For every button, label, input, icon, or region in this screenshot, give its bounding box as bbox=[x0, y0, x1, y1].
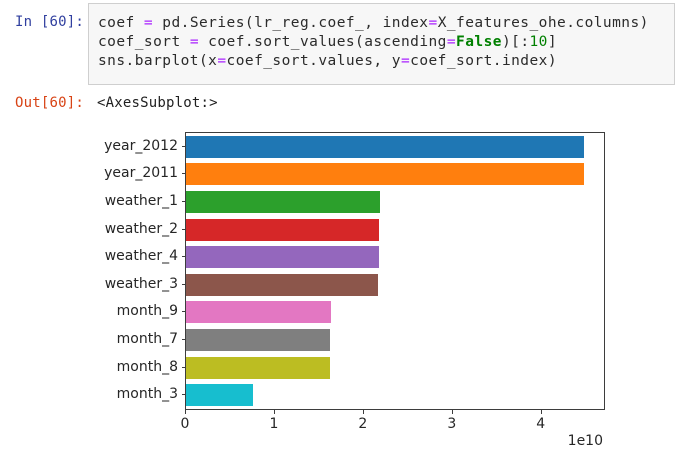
y-tick-label: month_3 bbox=[116, 386, 178, 403]
y-tick-mark bbox=[182, 145, 186, 147]
code-line: coef = pd.Series(lr_reg.coef_, index=X_f… bbox=[98, 15, 649, 31]
y-tick-mark bbox=[182, 173, 186, 175]
x-tick-mark bbox=[273, 410, 275, 414]
bar-month_3 bbox=[186, 384, 253, 407]
x-tick-label: 4 bbox=[536, 416, 546, 432]
y-tick-mark bbox=[182, 339, 186, 340]
y-tick-label: month_9 bbox=[116, 303, 178, 320]
y-tick-label: year_2012 bbox=[104, 137, 178, 154]
code-line: coef_sort = coef.sort_values(ascending=F… bbox=[98, 34, 558, 50]
bar-weather_2 bbox=[186, 218, 379, 241]
y-tick-label: weather_4 bbox=[104, 248, 178, 265]
x-tick-label: 0 bbox=[180, 416, 190, 432]
bar-weather_1 bbox=[186, 191, 380, 213]
plot-area bbox=[185, 132, 605, 410]
y-tick-mark bbox=[182, 228, 186, 230]
x-tick-label: 2 bbox=[358, 416, 368, 432]
bar-year_2012 bbox=[186, 135, 585, 158]
input-prompt: In [60]: bbox=[14, 14, 84, 30]
bar-month_9 bbox=[186, 301, 331, 324]
code-line: sns.barplot(x=coef_sort.values, y=coef_s… bbox=[98, 53, 558, 69]
y-tick-label: weather_2 bbox=[104, 220, 178, 237]
x-tick-mark bbox=[451, 410, 453, 414]
bar-year_2011 bbox=[186, 163, 584, 186]
bar-weather_4 bbox=[186, 246, 379, 269]
y-tick-label: month_7 bbox=[116, 331, 178, 347]
bar-weather_3 bbox=[186, 273, 379, 296]
x-tick-label: 3 bbox=[447, 416, 457, 432]
code-lines: coef = pd.Series(lr_reg.coef_, index=X_f… bbox=[98, 14, 668, 71]
y-tick-label: year_2011 bbox=[104, 165, 178, 182]
bar-month_7 bbox=[186, 329, 331, 351]
y-tick-mark bbox=[182, 256, 186, 258]
y-tick-label: month_8 bbox=[116, 358, 178, 375]
y-tick-label: weather_3 bbox=[104, 275, 178, 292]
output-repr-text: <AxesSubplot:> bbox=[97, 95, 218, 111]
y-tick-mark bbox=[182, 394, 186, 396]
x-tick-mark bbox=[540, 410, 542, 414]
y-tick-mark bbox=[182, 201, 186, 202]
x-tick-mark bbox=[185, 410, 186, 414]
bar-month_8 bbox=[186, 356, 331, 379]
y-tick-mark bbox=[182, 283, 186, 285]
x-tick-label: 1 bbox=[269, 416, 279, 432]
code-cell[interactable]: coef = pd.Series(lr_reg.coef_, index=X_f… bbox=[88, 3, 675, 85]
y-tick-label: weather_1 bbox=[104, 193, 178, 209]
output-prompt: Out[60]: bbox=[14, 95, 84, 111]
axis-offset-label: 1e10 bbox=[567, 433, 603, 449]
y-tick-mark bbox=[182, 311, 186, 313]
y-tick-mark bbox=[182, 366, 186, 368]
x-tick-mark bbox=[362, 410, 364, 414]
